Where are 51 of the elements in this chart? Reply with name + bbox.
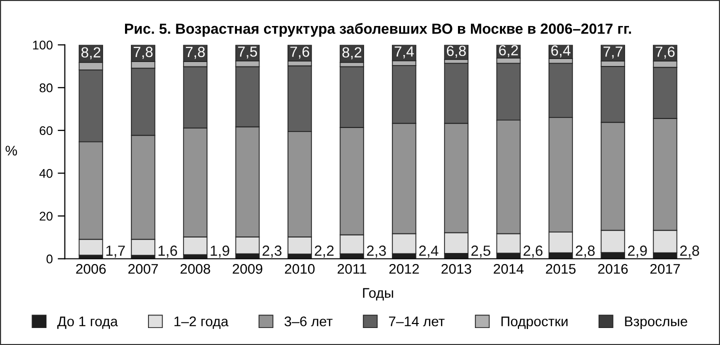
x-tick-label: 2008 xyxy=(180,264,210,274)
data-label: 1,6 xyxy=(158,246,178,258)
data-label: 2,8 xyxy=(576,246,595,258)
legend-label: Взрослые xyxy=(625,316,688,330)
data-label: 7,8 xyxy=(134,46,153,59)
data-label: 2,8 xyxy=(680,246,700,258)
x-tick-label: 2017 xyxy=(650,264,680,274)
x-tick-label: 2013 xyxy=(442,264,472,274)
y-tick-label: 60 xyxy=(40,126,53,136)
data-label: 7,6 xyxy=(656,46,675,59)
legend-label: 3–6 лет xyxy=(284,316,333,326)
data-label: 2,2 xyxy=(314,246,334,258)
x-axis-title: Годы xyxy=(363,288,394,300)
y-tick-label: 20 xyxy=(40,212,53,221)
data-label: 2,5 xyxy=(471,246,490,258)
data-label: 2,4 xyxy=(419,246,438,258)
y-tick-label: 80 xyxy=(40,83,53,92)
data-label: 2,9 xyxy=(628,246,647,258)
y-tick-label: 100 xyxy=(33,40,53,50)
data-label: 2,3 xyxy=(262,246,282,258)
x-tick-label: 2016 xyxy=(598,264,628,274)
data-label: 7,5 xyxy=(238,46,258,59)
legend-label: 7–14 лет xyxy=(389,316,445,326)
data-label: 7,8 xyxy=(186,46,205,59)
data-label: 7,7 xyxy=(604,46,622,59)
data-label: 7,4 xyxy=(394,46,414,58)
x-tick-label: 2012 xyxy=(389,264,419,274)
data-label: 8,2 xyxy=(342,47,362,60)
data-label: 6,2 xyxy=(499,45,518,58)
data-label: 7,6 xyxy=(290,46,310,59)
chart-title: Рис. 5. Возрастная структура заболевших ВО в Москве в 2006–2017 гг. xyxy=(125,23,631,37)
legend-label: 1–2 года xyxy=(174,316,228,329)
y-tick-label: 0 xyxy=(46,254,53,264)
data-label: 6,4 xyxy=(551,45,570,58)
y-tick-label: 40 xyxy=(39,168,53,178)
x-tick-label: 2007 xyxy=(128,264,158,274)
y-axis-title: % xyxy=(6,146,17,156)
x-tick-label: 2009 xyxy=(232,264,262,274)
x-tick-label: 2010 xyxy=(284,264,315,274)
data-label: 1,9 xyxy=(210,246,230,258)
x-tick-label: 2014 xyxy=(494,264,524,274)
x-tick-label: 2011 xyxy=(338,264,366,274)
data-label: 1,7 xyxy=(106,246,125,258)
x-tick-label: 2015 xyxy=(546,264,576,274)
legend-label: Подростки xyxy=(501,316,568,330)
legend-label: До 1 года xyxy=(57,316,118,329)
data-label: 6,8 xyxy=(446,46,466,58)
data-label: 8,2 xyxy=(81,47,100,60)
data-label: 2,3 xyxy=(366,246,386,258)
x-tick-label: 2006 xyxy=(76,264,106,274)
data-label: 2,6 xyxy=(524,246,542,258)
